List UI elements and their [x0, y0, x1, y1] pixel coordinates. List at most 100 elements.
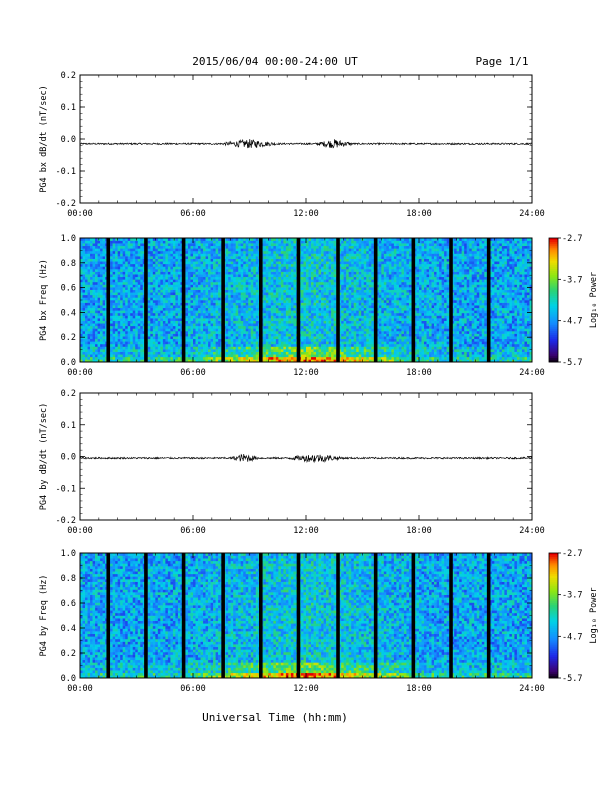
- spectrogram-cell: [165, 284, 169, 288]
- spectrogram-cell: [273, 248, 277, 252]
- spectrogram-cell: [208, 276, 211, 280]
- spectrogram-cell: [100, 269, 103, 272]
- spectrogram-cell: [293, 248, 297, 252]
- spectrogram-cell: [120, 349, 123, 352]
- spectrogram-cell: [135, 292, 139, 296]
- spectrogram-cell: [177, 312, 181, 316]
- spectrogram-cell: [205, 276, 209, 280]
- spectrogram-cell: [265, 276, 269, 280]
- spectrogram-cell: [306, 263, 309, 267]
- spectrogram-cell: [175, 238, 179, 241]
- spectrogram-cell: [313, 331, 317, 334]
- spectrogram-cell: [92, 276, 96, 280]
- spectrogram-cell: [95, 320, 98, 324]
- spectrogram-cell: [162, 336, 166, 340]
- spectrogram-cell: [245, 253, 249, 257]
- spectrogram-cell: [193, 325, 196, 329]
- spectrogram-cell: [167, 349, 171, 352]
- spectrogram-cell: [185, 263, 189, 267]
- spectrogram-cell: [273, 318, 277, 321]
- spectrogram-cell: [225, 281, 229, 285]
- spectrogram-cell: [115, 341, 118, 345]
- spectrogram-cell: [238, 312, 242, 316]
- spectrogram-cell: [280, 338, 284, 342]
- spectrogram-cell: [200, 287, 204, 290]
- spectrogram-cell: [185, 271, 189, 275]
- spectrogram-cell: [248, 250, 252, 254]
- spectrogram-cell: [150, 297, 154, 301]
- spectrogram-cell: [300, 292, 304, 296]
- spectrogram-cell: [303, 328, 307, 332]
- spectrogram-cell: [331, 349, 334, 352]
- spectrogram-cell: [303, 292, 307, 296]
- spectrogram-cell: [228, 269, 231, 272]
- spectrogram-cell: [321, 266, 324, 270]
- spectrogram-cell: [132, 331, 136, 334]
- spectrogram-cell: [117, 338, 121, 342]
- spectrogram-cell: [112, 256, 116, 259]
- spectrogram-cell: [306, 341, 309, 345]
- spectrogram-cell: [175, 354, 179, 358]
- spectrogram-cell: [117, 279, 121, 283]
- spectrogram-cell: [80, 336, 83, 340]
- spectrogram-cell: [137, 331, 141, 334]
- spectrogram-cell: [273, 354, 277, 358]
- spectrogram-cell: [95, 274, 98, 278]
- spectrogram-cell: [326, 279, 329, 283]
- spectrogram-cell: [198, 271, 201, 275]
- spectrogram-cell: [273, 258, 277, 262]
- spectrogram-cell: [293, 300, 297, 303]
- spectrogram-cell: [218, 349, 221, 352]
- spectrogram-cell: [185, 349, 189, 352]
- spectrogram-cell: [323, 336, 327, 340]
- spectrogram-cell: [273, 325, 277, 329]
- spectrogram-cell: [203, 248, 206, 252]
- spectrogram-cell: [150, 287, 154, 290]
- spectrogram-cell: [130, 318, 134, 321]
- spectrogram-cell: [208, 349, 211, 352]
- spectrogram-cell: [313, 292, 317, 296]
- spectrogram-cell: [225, 256, 229, 259]
- spectrogram-cell: [333, 356, 337, 360]
- spectrogram-cell: [203, 274, 206, 278]
- spectrogram-cell: [82, 351, 86, 355]
- spectrogram-cell: [122, 274, 126, 278]
- spectrogram-cell: [290, 346, 294, 350]
- spectrogram-cell: [200, 351, 204, 355]
- spectrogram-cell: [290, 318, 294, 321]
- spectrogram-cell: [172, 346, 176, 350]
- spectrogram-cell: [311, 359, 314, 363]
- spectrogram-cell: [268, 243, 272, 247]
- spectrogram-cell: [90, 250, 93, 254]
- spectrogram-cell: [303, 356, 307, 360]
- spectrogram-cell: [303, 297, 307, 301]
- spectrogram-cell: [150, 331, 154, 334]
- spectrogram-cell: [280, 354, 284, 358]
- spectrogram-cell: [263, 250, 267, 254]
- spectrogram-cell: [208, 238, 211, 241]
- spectrogram-cell: [275, 323, 279, 327]
- spectrogram-cell: [155, 346, 159, 350]
- spectrogram-cell: [263, 253, 267, 257]
- spectrogram-cell: [308, 266, 312, 270]
- spectrogram-cell: [127, 359, 131, 363]
- spectrogram-cell: [210, 318, 214, 321]
- spectrogram-cell: [115, 274, 118, 278]
- spectrogram-cell: [250, 349, 254, 352]
- spectrogram-cell: [328, 292, 332, 296]
- spectrogram-cell: [152, 333, 156, 337]
- spectrogram-cell: [300, 302, 304, 306]
- spectrogram-cell: [193, 287, 196, 290]
- spectrogram-cell: [290, 338, 294, 342]
- spectrogram-cell: [198, 266, 201, 270]
- spectrogram-cell: [157, 281, 161, 285]
- spectrogram-cell: [328, 238, 332, 241]
- spectrogram-cell: [273, 250, 277, 254]
- spectrogram-cell: [97, 323, 101, 327]
- spectrogram-cell: [313, 279, 317, 283]
- spectrogram-cell: [117, 256, 121, 259]
- spectrogram-cell: [208, 256, 211, 259]
- spectrogram-cell: [87, 261, 91, 265]
- spectrogram-cell: [130, 250, 134, 254]
- spectrogram-cell: [147, 245, 151, 249]
